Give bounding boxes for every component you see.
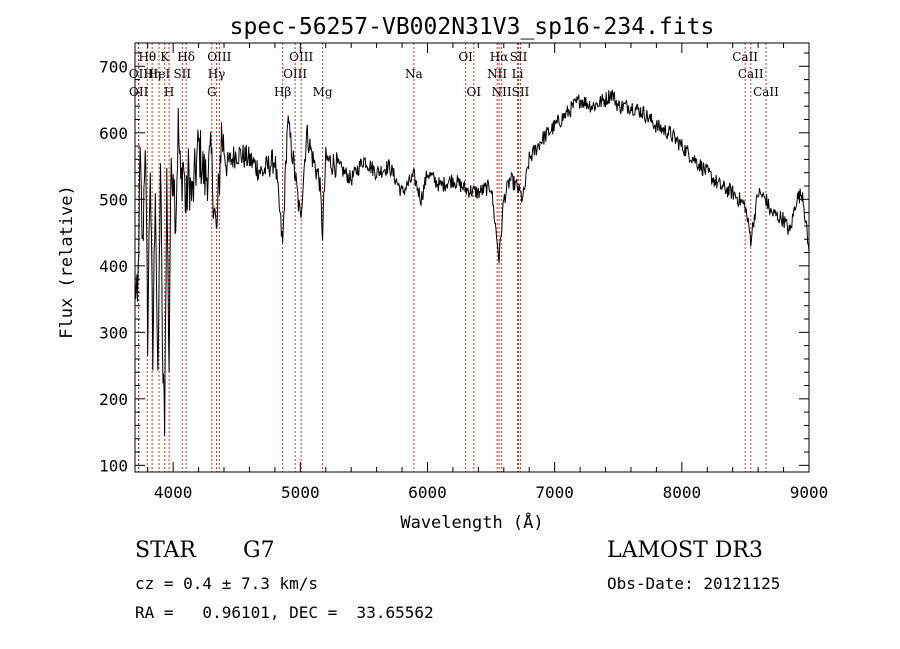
line-label: Na	[405, 67, 423, 81]
line-label: OI	[466, 85, 481, 99]
coordinates-text: RA = 0.96101, DEC = 33.65562	[135, 603, 434, 622]
line-label: OII	[129, 85, 149, 99]
line-label: Hδ	[177, 50, 195, 64]
line-label: CaII	[753, 85, 779, 99]
x-tick-label: 6000	[408, 483, 447, 502]
line-label: CaII	[732, 50, 758, 64]
flux-series	[134, 89, 810, 436]
obs-date-text: Obs-Date: 20121125	[607, 574, 781, 593]
line-label: OII	[129, 67, 149, 81]
line-label: OIII	[283, 67, 307, 81]
line-label: Hγ	[208, 67, 226, 81]
y-tick-label: 300	[99, 323, 128, 342]
spectral-line-markers	[137, 43, 767, 472]
line-label: Li	[512, 67, 524, 81]
line-label: K	[160, 50, 170, 64]
line-label: Hθ	[138, 50, 156, 64]
y-tick-label: 600	[99, 124, 128, 143]
redshift-text: cz = 0.4 ± 7.3 km/s	[135, 574, 319, 593]
object-subclass: G7	[243, 538, 275, 563]
x-tick-label: 8000	[663, 483, 702, 502]
line-label: Hα	[490, 50, 509, 64]
object-class: STAR	[135, 538, 196, 563]
line-label: NII	[492, 85, 512, 99]
x-tick-label: 7000	[535, 483, 574, 502]
x-axis-label: Wavelength (Å)	[400, 511, 543, 533]
line-label: OIII	[289, 50, 313, 64]
line-label: Hη	[143, 67, 161, 81]
x-axis-ticks: 4000 5000 6000 7000 8000 9000	[147, 43, 829, 502]
line-label: SII	[173, 67, 191, 81]
plot-frame	[134, 42, 810, 473]
y-tick-label: 200	[99, 390, 128, 409]
y-tick-label: 700	[99, 57, 128, 76]
x-tick-label: 4000	[154, 483, 193, 502]
y-axis-label: Flux (relative)	[57, 185, 77, 339]
x-tick-label: 5000	[281, 483, 320, 502]
flux-line	[134, 89, 810, 436]
x-tick-label: 9000	[790, 483, 829, 502]
survey-name: LAMOST DR3	[607, 538, 763, 563]
y-axis-ticks: 100 200 300 400 500 600 700	[99, 52, 809, 475]
line-label: H	[164, 85, 174, 99]
line-label: Hβ	[274, 85, 291, 99]
line-label: NII	[487, 67, 507, 81]
line-label: Mg	[313, 85, 333, 99]
line-label: CaII	[738, 67, 764, 81]
line-label: SII	[510, 50, 528, 64]
line-label: OI	[458, 50, 473, 64]
line-label: OIII	[207, 50, 231, 64]
line-label: HeI	[148, 67, 171, 81]
y-tick-label: 500	[99, 190, 128, 209]
y-tick-label: 100	[99, 456, 128, 475]
line-label: SII	[512, 85, 530, 99]
y-tick-label: 400	[99, 257, 128, 276]
chart-title: spec-56257-VB002N31V3_sp16-234.fits	[230, 14, 715, 40]
line-label: G	[207, 85, 217, 99]
